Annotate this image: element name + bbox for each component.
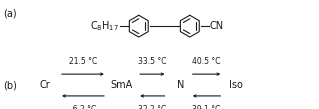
Text: N: N (176, 80, 184, 90)
Text: (b): (b) (3, 80, 17, 90)
Text: 40.5 °C: 40.5 °C (192, 57, 221, 66)
Text: Iso: Iso (229, 80, 243, 90)
Text: (a): (a) (3, 9, 17, 19)
Text: CN: CN (209, 21, 223, 31)
Text: -6.2 °C: -6.2 °C (70, 105, 96, 109)
Text: C$_8$H$_{17}$: C$_8$H$_{17}$ (90, 19, 119, 33)
Text: 21.5 °C: 21.5 °C (69, 57, 97, 66)
Text: 39.1 °C: 39.1 °C (192, 105, 221, 109)
Text: 33.5 °C: 33.5 °C (138, 57, 167, 66)
Text: 32.2 °C: 32.2 °C (138, 105, 167, 109)
Text: Cr: Cr (39, 80, 50, 90)
Text: SmA: SmA (110, 80, 132, 90)
